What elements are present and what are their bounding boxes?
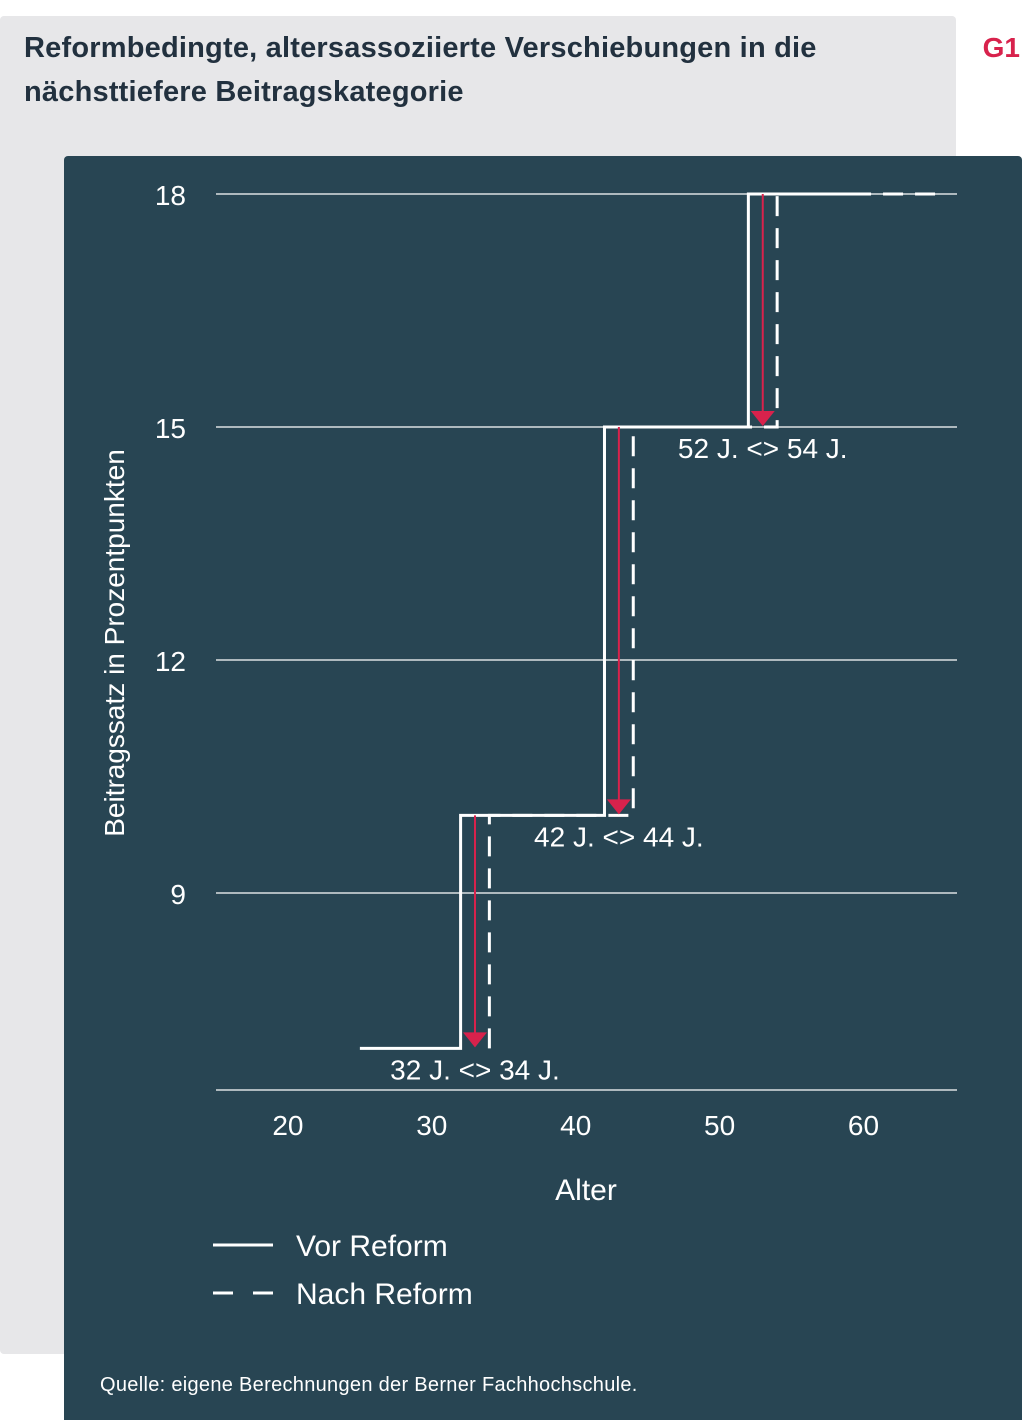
- x-tick-label-40: 40: [560, 1110, 591, 1141]
- chart-title-line-2: nächsttiefere Beitragskategorie: [24, 76, 464, 108]
- x-tick-label-60: 60: [848, 1110, 879, 1141]
- x-axis-title: Alter: [555, 1174, 617, 1207]
- legend-label-vor-reform: Vor Reform: [296, 1230, 448, 1263]
- chart-title: Reformbedingte, altersassoziierte Versch…: [24, 26, 924, 114]
- shift-label-42: 42 J. <> 44 J.: [534, 821, 704, 852]
- y-tick-label-18: 18: [155, 180, 186, 211]
- y-tick-label-15: 15: [155, 413, 186, 444]
- shift-arrowhead-32: [462, 1032, 487, 1048]
- figure-label: G1: [982, 32, 1020, 63]
- x-tick-label-50: 50: [704, 1110, 735, 1141]
- y-tick-label-12: 12: [155, 646, 186, 677]
- series-line-nach-reform: [487, 192, 936, 1049]
- y-axis-title: Beitragssatz in Prozentpunkten: [99, 449, 130, 837]
- shift-arrowhead-42: [606, 799, 631, 815]
- legend-label-nach-reform: Nach Reform: [296, 1278, 473, 1311]
- shift-label-52: 52 J. <> 54 J.: [678, 433, 848, 464]
- x-tick-label-30: 30: [416, 1110, 447, 1141]
- shift-label-32: 32 J. <> 34 J.: [390, 1054, 560, 1085]
- series-line-vor-reform: [359, 192, 864, 1050]
- y-tick-label-9: 9: [170, 879, 186, 910]
- x-tick-label-20: 20: [272, 1110, 303, 1141]
- source-note: Quelle: eigene Berechnungen der Berner F…: [100, 1374, 638, 1396]
- chart-title-line-1: Reformbedingte, altersassoziierte Versch…: [24, 32, 817, 64]
- shift-arrowhead-52: [750, 411, 775, 426]
- chart-panel: [64, 156, 1022, 1420]
